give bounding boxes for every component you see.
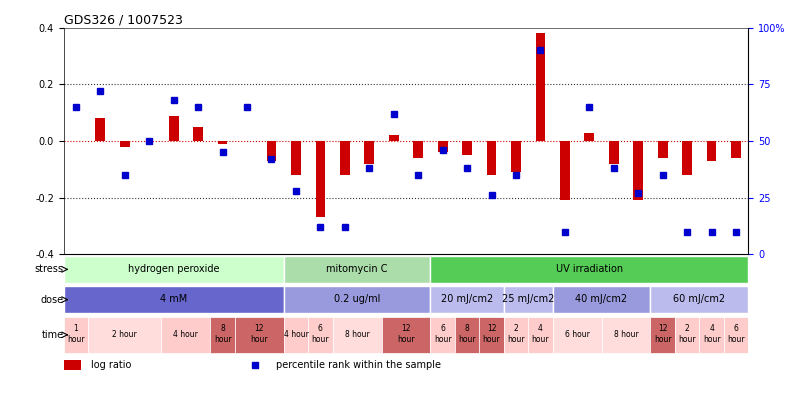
Bar [462,141,472,155]
Text: 1
hour: 1 hour [67,324,84,344]
Bar [96,118,105,141]
Text: 8 hour: 8 hour [345,329,369,339]
Text: 4 hour: 4 hour [283,329,308,339]
Bar [724,317,748,353]
Bar [560,141,570,200]
Bar [479,317,504,353]
Bar [169,116,178,141]
Bar [333,317,381,353]
Text: 20 mJ/cm2: 20 mJ/cm2 [441,294,494,304]
Text: stress: stress [35,265,64,274]
Text: 2 hour: 2 hour [112,329,137,339]
Text: 6 hour: 6 hour [564,329,590,339]
Bar [504,317,529,353]
Bar [602,317,650,353]
Bar [315,141,326,217]
Text: 25 mJ/cm2: 25 mJ/cm2 [502,294,554,304]
Bar [552,317,602,353]
Bar [283,256,431,283]
Text: 8 hour: 8 hour [614,329,638,339]
Bar [732,141,741,158]
Bar [340,141,349,175]
Bar [193,127,203,141]
Bar [210,317,235,353]
Text: 40 mJ/cm2: 40 mJ/cm2 [576,294,627,304]
Bar [536,33,545,141]
Text: 12
hour: 12 hour [397,324,415,344]
Text: 6
hour: 6 hour [311,324,330,344]
Text: 4
hour: 4 hour [703,324,720,344]
Bar [120,141,130,147]
Text: 4 mM: 4 mM [160,294,187,304]
Bar [675,317,700,353]
Text: 6
hour: 6 hour [728,324,745,344]
Bar [235,317,283,353]
Bar [486,141,497,175]
Bar [438,141,447,152]
Bar [700,317,724,353]
Text: 8
hour: 8 hour [214,324,232,344]
Text: 0.2 ug/ml: 0.2 ug/ml [334,294,380,304]
Text: dose: dose [41,295,64,305]
Text: 8
hour: 8 hour [458,324,476,344]
Bar [283,317,308,353]
Bar [267,141,276,161]
Bar [707,141,716,161]
Bar [64,256,283,283]
Text: mitomycin C: mitomycin C [326,264,388,274]
Text: hydrogen peroxide: hydrogen peroxide [128,264,220,274]
Bar [291,141,301,175]
Bar [584,133,594,141]
Bar [64,286,283,313]
Text: 12
hour: 12 hour [251,324,268,344]
Bar [431,317,455,353]
Text: log ratio: log ratio [91,360,131,370]
Text: 4 hour: 4 hour [174,329,198,339]
Bar [308,317,333,353]
Bar [650,317,675,353]
Text: percentile rank within the sample: percentile rank within the sample [276,360,441,370]
Text: 2
hour: 2 hour [507,324,525,344]
Bar [365,141,374,164]
Bar [511,141,521,172]
Text: UV irradiation: UV irradiation [556,264,623,274]
Text: 2
hour: 2 hour [678,324,696,344]
Bar [529,317,552,353]
Bar [162,317,210,353]
Text: 60 mJ/cm2: 60 mJ/cm2 [673,294,725,304]
Bar [431,286,504,313]
Bar [455,317,479,353]
Bar [431,256,748,283]
Bar [682,141,692,175]
Bar [88,317,162,353]
Text: 6
hour: 6 hour [434,324,451,344]
Text: 4
hour: 4 hour [532,324,549,344]
Text: GDS326 / 1007523: GDS326 / 1007523 [64,13,182,27]
Bar [218,141,228,144]
Bar [650,286,748,313]
Text: 12
hour: 12 hour [482,324,501,344]
Bar [283,286,431,313]
Bar [64,317,88,353]
Text: time: time [41,330,64,340]
Bar [413,141,423,158]
Bar [657,141,668,158]
Bar [609,141,618,164]
Bar [634,141,643,200]
Bar [381,317,431,353]
Bar [64,360,81,370]
Bar [504,286,552,313]
Bar [552,286,650,313]
Text: 12
hour: 12 hour [654,324,672,344]
Bar [389,135,399,141]
